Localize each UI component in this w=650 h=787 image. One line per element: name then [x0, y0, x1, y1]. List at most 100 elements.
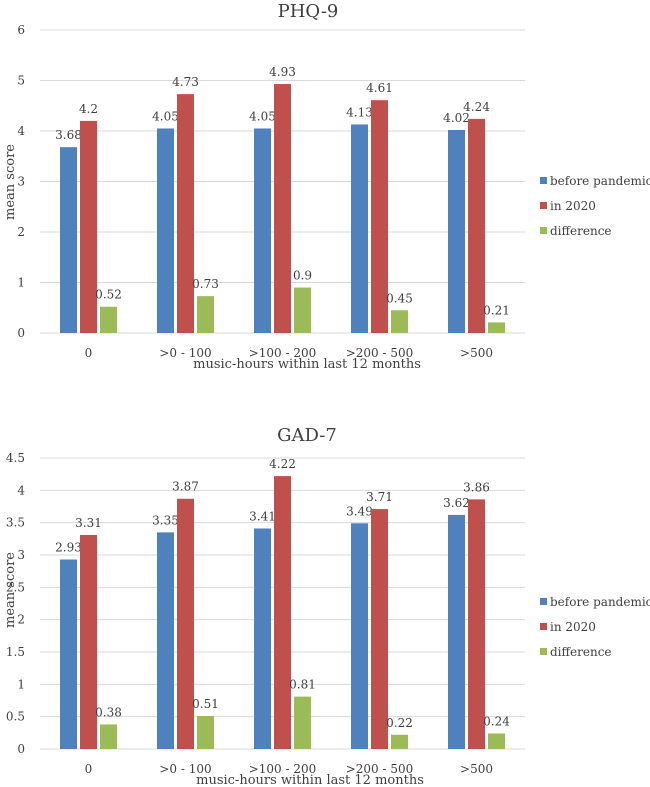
data-label: 3.86: [463, 480, 490, 494]
y-tick-label: 2.5: [6, 580, 25, 594]
legend-entry: difference: [550, 224, 612, 238]
bar: [274, 476, 291, 749]
chart-title: PHQ-9: [278, 1, 339, 22]
x-tick-label: >100 - 200: [249, 346, 317, 360]
bar: [80, 534, 97, 749]
data-label: 0.73: [192, 277, 219, 291]
data-label: 0.38: [95, 705, 122, 719]
bar: [60, 559, 77, 749]
legend-swatch: [540, 227, 547, 234]
chart-title: GAD-7: [277, 425, 337, 446]
data-label: 4.05: [152, 109, 179, 123]
bar: [351, 124, 368, 333]
x-tick-label: >200 - 500: [346, 762, 414, 776]
data-label: 0.9: [293, 269, 312, 283]
data-label: 4.93: [269, 65, 296, 79]
x-tick-label: 0: [85, 762, 93, 776]
legend-entry: in 2020: [550, 620, 596, 634]
y-tick-label: 5: [17, 74, 25, 88]
data-label: 4.24: [463, 100, 490, 114]
legend-entry: difference: [550, 645, 612, 659]
legend-swatch: [540, 202, 547, 209]
gad7-chart: GAD-7 mean score music-hours within last…: [3, 425, 650, 787]
data-label: 3.41: [249, 509, 276, 523]
y-tick-label: 0: [17, 326, 25, 340]
x-tick-label: >500: [460, 762, 493, 776]
bar: [197, 296, 214, 333]
bar: [391, 310, 408, 333]
bar: [177, 94, 194, 333]
data-label: 4.22: [269, 457, 296, 471]
data-label: 2.93: [55, 541, 82, 555]
bar: [177, 498, 194, 749]
legend-entry: before pandemic: [550, 174, 650, 188]
bar: [274, 84, 291, 333]
data-label: 3.31: [75, 516, 102, 530]
bar: [197, 716, 214, 749]
y-tick-label: 2: [17, 613, 25, 627]
legend-swatch: [540, 598, 547, 605]
legend-swatch: [540, 177, 547, 184]
data-label: 0.51: [192, 697, 219, 711]
bar: [157, 532, 174, 749]
y-axis-label: mean score: [3, 144, 18, 220]
y-axis-label: mean score: [3, 552, 18, 628]
x-tick-label: >0 - 100: [159, 762, 211, 776]
legend-entry: before pandemic: [550, 595, 650, 609]
bar: [488, 322, 505, 333]
data-label: 0.52: [95, 288, 122, 302]
bar: [100, 306, 117, 333]
bar: [448, 129, 465, 333]
phq9-chart: PHQ-9 mean score music-hours within last…: [3, 1, 650, 372]
x-axis-label: music-hours within last 12 months: [193, 357, 421, 372]
x-tick-label: >0 - 100: [159, 346, 211, 360]
data-label: 0.24: [483, 714, 510, 728]
y-tick-label: 1: [17, 677, 25, 691]
y-tick-label: 4: [17, 124, 25, 138]
data-label: 3.71: [366, 490, 393, 504]
bar: [468, 499, 485, 749]
data-label: 4.2: [79, 102, 98, 116]
y-tick-label: 3: [17, 175, 25, 189]
bar: [80, 120, 97, 334]
bar: [60, 147, 77, 333]
data-label: 4.02: [443, 111, 470, 125]
data-label: 0.45: [386, 291, 413, 305]
data-label: 3.49: [346, 504, 373, 518]
data-label: 4.05: [249, 109, 276, 123]
x-tick-label: >500: [460, 346, 493, 360]
legend-entry: in 2020: [550, 199, 596, 213]
y-tick-label: 0.5: [6, 710, 25, 724]
x-tick-label: >200 - 500: [346, 346, 414, 360]
x-tick-label: 0: [85, 346, 93, 360]
y-tick-label: 3: [17, 548, 25, 562]
data-label: 4.61: [366, 81, 393, 95]
bar: [371, 100, 388, 333]
x-tick-label: >100 - 200: [249, 762, 317, 776]
data-label: 3.87: [172, 480, 199, 494]
y-tick-label: 6: [17, 23, 25, 37]
y-tick-label: 4.5: [6, 451, 25, 465]
legend-swatch: [540, 623, 547, 630]
bar: [254, 128, 271, 333]
bar: [391, 734, 408, 749]
bar: [100, 724, 117, 749]
x-axis-label: music-hours within last 12 months: [196, 773, 424, 787]
data-label: 3.68: [55, 128, 82, 142]
data-label: 0.81: [289, 678, 316, 692]
data-label: 0.21: [483, 303, 510, 317]
data-label: 4.13: [346, 105, 373, 119]
bar: [488, 733, 505, 749]
bar: [157, 128, 174, 333]
bar: [254, 528, 271, 749]
bar: [351, 523, 368, 749]
bar: [468, 118, 485, 333]
bar: [371, 509, 388, 749]
y-tick-label: 1: [17, 276, 25, 290]
y-tick-label: 2: [17, 225, 25, 239]
data-label: 3.62: [443, 496, 470, 510]
data-label: 3.35: [152, 513, 179, 527]
bar: [294, 287, 311, 333]
bar: [448, 514, 465, 749]
